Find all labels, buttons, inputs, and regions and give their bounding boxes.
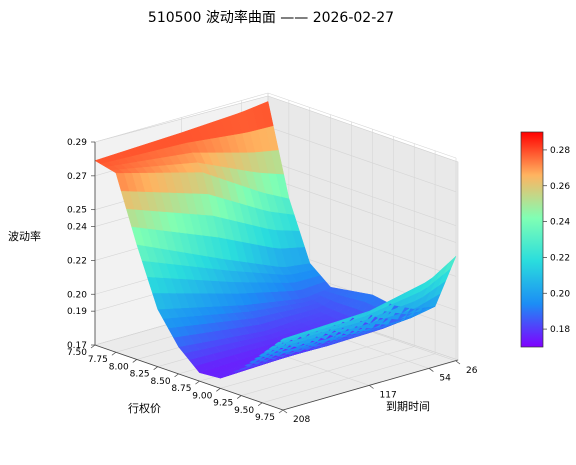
x-tick-mark [111, 351, 117, 356]
x-tick-label: 9.25 [213, 399, 233, 409]
y-tick-mark [282, 409, 288, 414]
z-tick-label: 0.22 [67, 256, 87, 266]
z-axis-ticks: 0.17 0.19 0.20 0.22 0.24 0.25 0.27 0.29 [67, 138, 95, 351]
y-tick-mark [369, 385, 374, 389]
colorbar-tick-label: 0.24 [550, 218, 570, 228]
z-gridline [267, 92, 457, 159]
x-tick-mark [174, 373, 179, 378]
z-tick-label: 0.24 [67, 223, 87, 233]
x-tick-mark [132, 359, 137, 363]
volatility-surface [94, 101, 457, 379]
z-gridline [267, 160, 457, 226]
x-tick-label: 8.00 [109, 362, 129, 372]
y-axis-label: 到期时间 [386, 400, 430, 413]
y-tick-label: 54 [439, 374, 451, 384]
y-axis-line [282, 359, 459, 411]
z-gridline [267, 126, 457, 193]
x-tick-mark [257, 402, 263, 407]
x-tick-label: 9.50 [234, 406, 254, 416]
y-axis-ticks: 26 54 117 208 [282, 360, 478, 425]
colorbar-ticks: 0.18 0.20 0.22 0.24 0.26 0.28 [543, 146, 570, 335]
y-tick-label: 208 [293, 415, 310, 425]
x-tick-mark [237, 395, 242, 399]
y-tick-label: 117 [380, 391, 397, 401]
colorbar-gradient [520, 131, 544, 348]
colorbar-tick-label: 0.28 [550, 146, 570, 156]
z-tick-label: 0.17 [67, 341, 87, 351]
z-tick-label: 0.25 [67, 206, 87, 216]
colorbar-tick-label: 0.18 [550, 325, 570, 335]
x-axis-ticks: 7.507.758.008.258.508.759.009.259.509.75 [67, 344, 284, 423]
x-tick-mark [216, 388, 221, 392]
colorbar-tick-label: 0.26 [550, 182, 570, 192]
colorbar-tick-label: 0.20 [550, 289, 570, 299]
surface-patch [94, 157, 109, 164]
z-axis-label: 波动率 [8, 229, 41, 243]
y-tick-label: 26 [466, 366, 478, 376]
z-gridline [267, 211, 457, 277]
x-tick-label: 9.00 [192, 391, 212, 401]
chart-title: 510500 波动率曲面 —— 2026-02-27 [148, 9, 394, 26]
z-gridline [267, 177, 457, 243]
x-tick-mark [278, 409, 284, 414]
x-axis-label: 行权价 [128, 402, 161, 415]
x-axis-line [94, 344, 284, 411]
x-tick-label: 8.75 [171, 384, 191, 394]
z-tick-label: 0.27 [67, 172, 87, 182]
x-tick-label: 9.75 [255, 413, 275, 423]
z-tick-label: 0.20 [67, 290, 87, 300]
y-tick-mark [455, 360, 461, 365]
colorbar-tick-label: 0.22 [550, 253, 570, 263]
x-tick-mark [90, 344, 96, 349]
x-tick-label: 7.75 [88, 355, 108, 365]
x-tick-label: 8.50 [151, 377, 171, 387]
y-tick-mark [429, 368, 434, 372]
x-tick-mark [195, 380, 200, 385]
x-tick-label: 8.25 [130, 370, 150, 380]
colorbar: 0.18 0.20 0.22 0.24 0.26 0.28 [520, 131, 570, 348]
z-tick-label: 0.29 [67, 138, 87, 148]
z-tick-label: 0.19 [67, 307, 87, 317]
x-tick-mark [153, 366, 158, 370]
x-tick-label: 7.50 [67, 348, 87, 358]
